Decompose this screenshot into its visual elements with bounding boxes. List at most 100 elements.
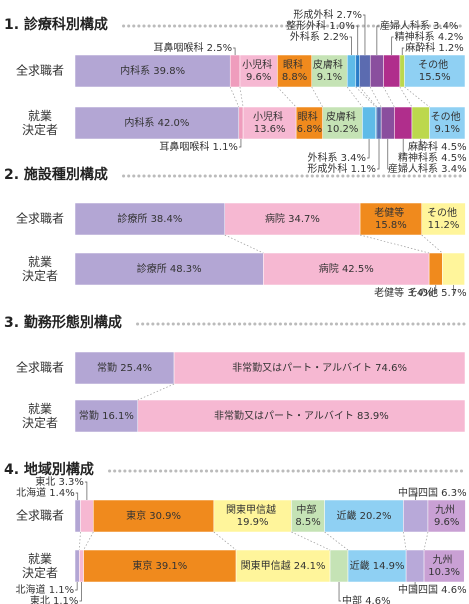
value-label: 内科系 42.0% [124,116,189,129]
bar-segment [137,399,466,433]
callout-label: 中部 4.6% [342,594,391,604]
leader-line [79,582,82,602]
row-label: 就業決定者 [22,552,58,580]
value-label: 診療所 38.4% [117,212,182,225]
connector [404,86,430,108]
leader-line [401,47,405,55]
leader-line [349,36,352,55]
leader-line [387,139,390,170]
bar-segment [322,106,363,140]
bar-segment [74,399,139,433]
bar-segment [213,499,292,533]
bar-segment [359,54,371,88]
connector [78,531,81,551]
connector [423,531,429,551]
value-label: 眼科 6.8% [297,110,322,135]
connector [355,86,376,108]
bar-segment [74,202,226,236]
leader-line [391,36,394,55]
section-title: 3. 勤務形態別構成 [4,314,122,331]
bar-segment [399,54,405,88]
bar-segment [229,54,241,88]
bar-segment [83,549,237,583]
value-label: その他 15.5% [418,58,451,83]
callout-label: 中国四国 4.6% [398,583,467,596]
callout-label: 形成外科 2.7% [293,8,362,21]
connector [403,531,407,551]
value-label: 病院 42.5% [319,262,374,275]
leader-line [453,285,456,294]
callout-label: 麻酔科 4.5% [408,140,467,153]
value-label: その他 11.2% [427,206,460,231]
connector [360,234,430,254]
connector [137,383,175,401]
leader-line [402,139,406,159]
bar-segment [239,54,278,88]
bar-segment [242,106,297,140]
value-label: 皮膚科 9.1% [313,58,346,83]
bar-segment [263,252,430,286]
bar-segment [355,54,360,88]
leader-line [415,492,418,500]
bar-segment [394,106,413,140]
bar-segment [442,252,465,286]
leader-line [84,481,88,500]
bar-segment [311,54,348,88]
leader-line [233,47,236,55]
callout-label: 北海道 1.4% [16,486,75,499]
row-label: 全求職者 [16,360,64,375]
value-label: 常勤 16.1% [79,409,134,422]
bar-segment [295,106,323,140]
bar-segment [369,54,384,88]
callout-label: 精神科系 4.2% [395,30,464,43]
bar-segment [74,54,231,88]
value-label: 非常勤又はパート・アルバイト 83.9% [214,409,389,422]
leader-line [338,582,342,602]
bar-segment [224,202,361,236]
connector [324,531,349,551]
leader-line [238,139,242,148]
connector [346,86,363,108]
value-label: 非常勤又はパート・アルバイト 74.6% [232,361,407,374]
callout-label: 産婦人科系 3.4% [380,19,459,32]
callout-label: 中国四国 6.3% [398,486,467,499]
connector [399,86,413,108]
connector [359,86,378,108]
callout-label: 東北 3.3% [35,475,84,488]
value-label: 九州 10.3% [428,554,460,578]
bar-segment [359,202,422,236]
value-label: 病院 34.7% [265,212,320,225]
bar-segment [383,54,401,88]
bar-segment [238,106,244,140]
bar-segment [423,549,465,583]
bar-segment [235,549,331,583]
callout-label: 外科系 2.2% [290,30,349,43]
connector [239,86,244,108]
leader-line [376,25,379,55]
bar-segment [380,106,395,140]
bar-segment [411,106,430,140]
connector [291,531,331,551]
value-label: 小児科 9.6% [242,58,275,83]
value-label: 老健等 15.8% [374,206,407,231]
value-label: 小児科 13.6% [253,110,286,135]
connector [83,531,94,551]
connector [421,234,443,254]
row-label: 就業決定者 [22,255,58,283]
value-label: 常勤 25.4% [97,361,152,374]
bar-segment [429,106,466,140]
connector [311,86,323,108]
callout-label: 外科系 3.4% [307,151,366,164]
section-title: 4. 地域別構成 [4,461,94,478]
bar-segment [74,549,80,583]
connector [277,86,297,108]
connector [224,234,264,254]
callout-label: その他 5.7% [408,286,467,299]
bar-segment [291,499,325,533]
section-title: 2. 施設種別構成 [4,166,108,183]
bar-segment [74,351,175,385]
value-label: 中部 8.5% [295,503,320,528]
value-label: 関東甲信越 19.9% [226,503,279,528]
callout-label: 耳鼻咽喉科 2.5% [154,41,233,54]
callout-label: 形成外科 1.1% [307,162,376,175]
